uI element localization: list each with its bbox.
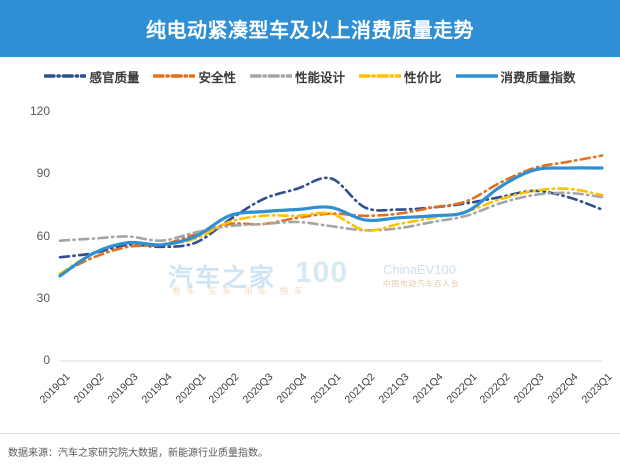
y-tick-120: 120 <box>29 104 50 118</box>
legend-swatch-5 <box>455 74 498 78</box>
legend-item-1[interactable]: 感官质量 <box>44 67 139 86</box>
page-title: 纯电动紧凑型车及以上消费质量走势 <box>146 18 474 42</box>
y-tick-0: 0 <box>43 353 50 367</box>
series-line-4 <box>58 187 604 276</box>
legend-label-3: 性能设计 <box>294 69 345 85</box>
series-line-3 <box>58 191 604 242</box>
legend-item-5[interactable]: 消费质量指数 <box>455 67 576 86</box>
y-tick-30: 30 <box>36 290 50 305</box>
watermark-chinaev: ChinaEV100 <box>383 262 456 277</box>
series-line-5 <box>58 166 604 278</box>
legend-swatch-2 <box>153 74 196 78</box>
legend-label-1: 感官质量 <box>89 69 140 85</box>
source-note: 数据来源：汽车之家研究院大数据，新能源行业质量指数。 <box>8 448 268 459</box>
watermark-chinaev-sub: 中国电动汽车百人会 <box>383 279 460 288</box>
legend-label-5: 消费质量指数 <box>500 69 576 85</box>
watermark-autohome-sub: 看车 买车 用车 换车 <box>172 287 308 297</box>
legend-item-3[interactable]: 性能设计 <box>249 67 345 86</box>
chart-legend: 感官质量 安全性 性能设计 性价比 消费质量指数 <box>0 62 620 90</box>
legend-swatch-4 <box>359 74 401 78</box>
y-tick-90: 90 <box>36 166 50 181</box>
footer-divider <box>0 433 620 434</box>
y-tick-60: 60 <box>36 228 50 243</box>
header-bar: 纯电动紧凑型车及以上消费质量走势 <box>0 0 620 57</box>
legend-swatch-3 <box>249 74 292 78</box>
series-line-2 <box>58 154 604 276</box>
watermark-100: 100 <box>295 256 349 289</box>
watermark-autohome: 汽车之家 <box>168 263 277 292</box>
legend-label-2: 安全性 <box>198 69 236 85</box>
legend-swatch-1 <box>44 74 87 78</box>
legend-label-4: 性价比 <box>404 69 442 85</box>
legend-item-2[interactable]: 安全性 <box>153 67 236 86</box>
legend-item-4[interactable]: 性价比 <box>359 67 442 86</box>
series-line-1 <box>58 176 604 259</box>
